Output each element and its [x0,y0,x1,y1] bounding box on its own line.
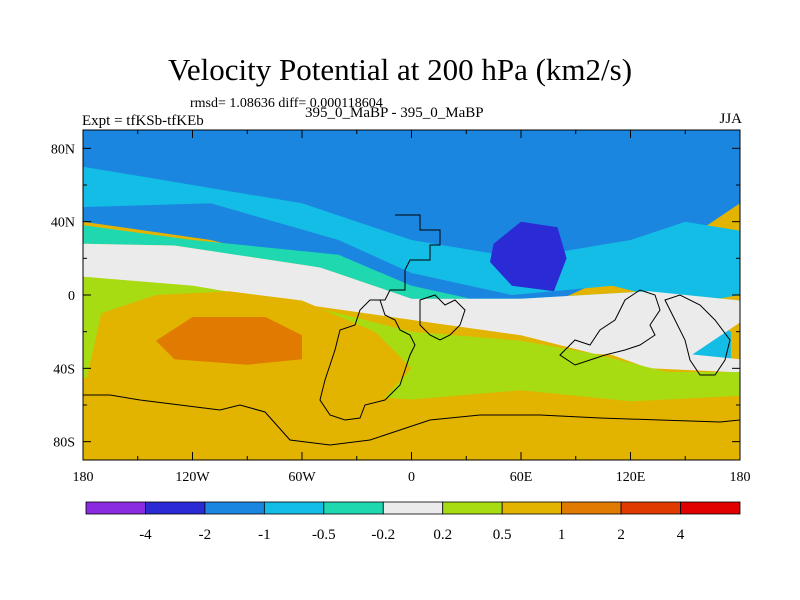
coastline-americas [319,214,441,421]
colorbar-swatch-0 [85,501,146,515]
colorbar-swatch-6 [442,501,503,515]
colorbar-swatch-5 [382,501,444,515]
colorbar-swatch-9 [620,501,681,515]
case-label: 395_0_MaBP - 395_0_MaBP [305,105,484,121]
colorbar-label-6: 0.5 [493,527,512,543]
y-tick-label-2: 0 [68,289,75,304]
colorbar-label-9: 4 [677,527,685,543]
colorbar-swatch-2 [204,501,265,515]
x-tick-label-4: 60E [510,470,533,485]
contour-region-10 [156,317,302,365]
contour-region-6 [83,243,740,360]
coastlines [83,214,740,446]
colorbar-swatch-1 [145,501,206,515]
stats-label: rmsd= 1.08636 diff= 0.000118604 [190,96,383,111]
colorbar-swatch-8 [561,501,622,515]
colorbar-swatch-4 [323,501,384,515]
coastline-antarctica [83,394,740,446]
chart-title: Velocity Potential at 200 hPa (km2/s) [167,52,633,87]
x-tick-label-5: 120E [616,470,646,485]
colorbar-label-3: -0.5 [312,527,336,543]
x-tick-label-6: 180 [730,470,751,485]
contour-region-3 [83,225,740,317]
contour-region-2 [490,221,567,292]
season-label: JJA [719,111,742,127]
colorbar-label-0: -4 [139,527,152,543]
x-tick-label-1: 120W [175,470,210,485]
colorbar-swatch-10 [680,501,741,515]
colorbar-label-7: 1 [558,527,566,543]
colorbar-swatch-7 [501,501,563,515]
colorbar-label-1: -2 [199,527,212,543]
coastline-europe-africa [419,294,466,341]
colorbar: -4 -2 -1 -0.5 -0.2 0.2 0.5 1 2 4 [85,501,741,543]
x-axis: 180 120W 60W 0 60E 120E 180 [73,130,751,485]
contour-region-1 [83,166,740,305]
y-tick-label-4: 80S [53,436,75,451]
y-tick-label-0: 80N [51,142,75,157]
coastline-pacific-islands [664,294,731,376]
y-tick-label-3: 40S [53,362,75,377]
y-axis: 80N 40N 0 40S 80S [51,142,740,451]
colorbar-label-5: 0.2 [433,527,452,543]
colorbar-label-4: -0.2 [371,527,395,543]
contour-region-7 [588,331,740,372]
colorbar-swatch-3 [263,501,325,515]
experiment-label: Expt = tfKSb-tfKEb [82,113,204,129]
x-tick-label-0: 180 [73,470,94,485]
coastline-asia-australia [559,289,661,366]
contour-regions [83,130,740,415]
x-tick-label-2: 60W [288,470,316,485]
x-tick-label-3: 0 [408,470,415,485]
colorbar-label-8: 2 [617,527,625,543]
colorbar-label-2: -1 [258,527,271,543]
y-tick-label-1: 40N [51,216,75,231]
